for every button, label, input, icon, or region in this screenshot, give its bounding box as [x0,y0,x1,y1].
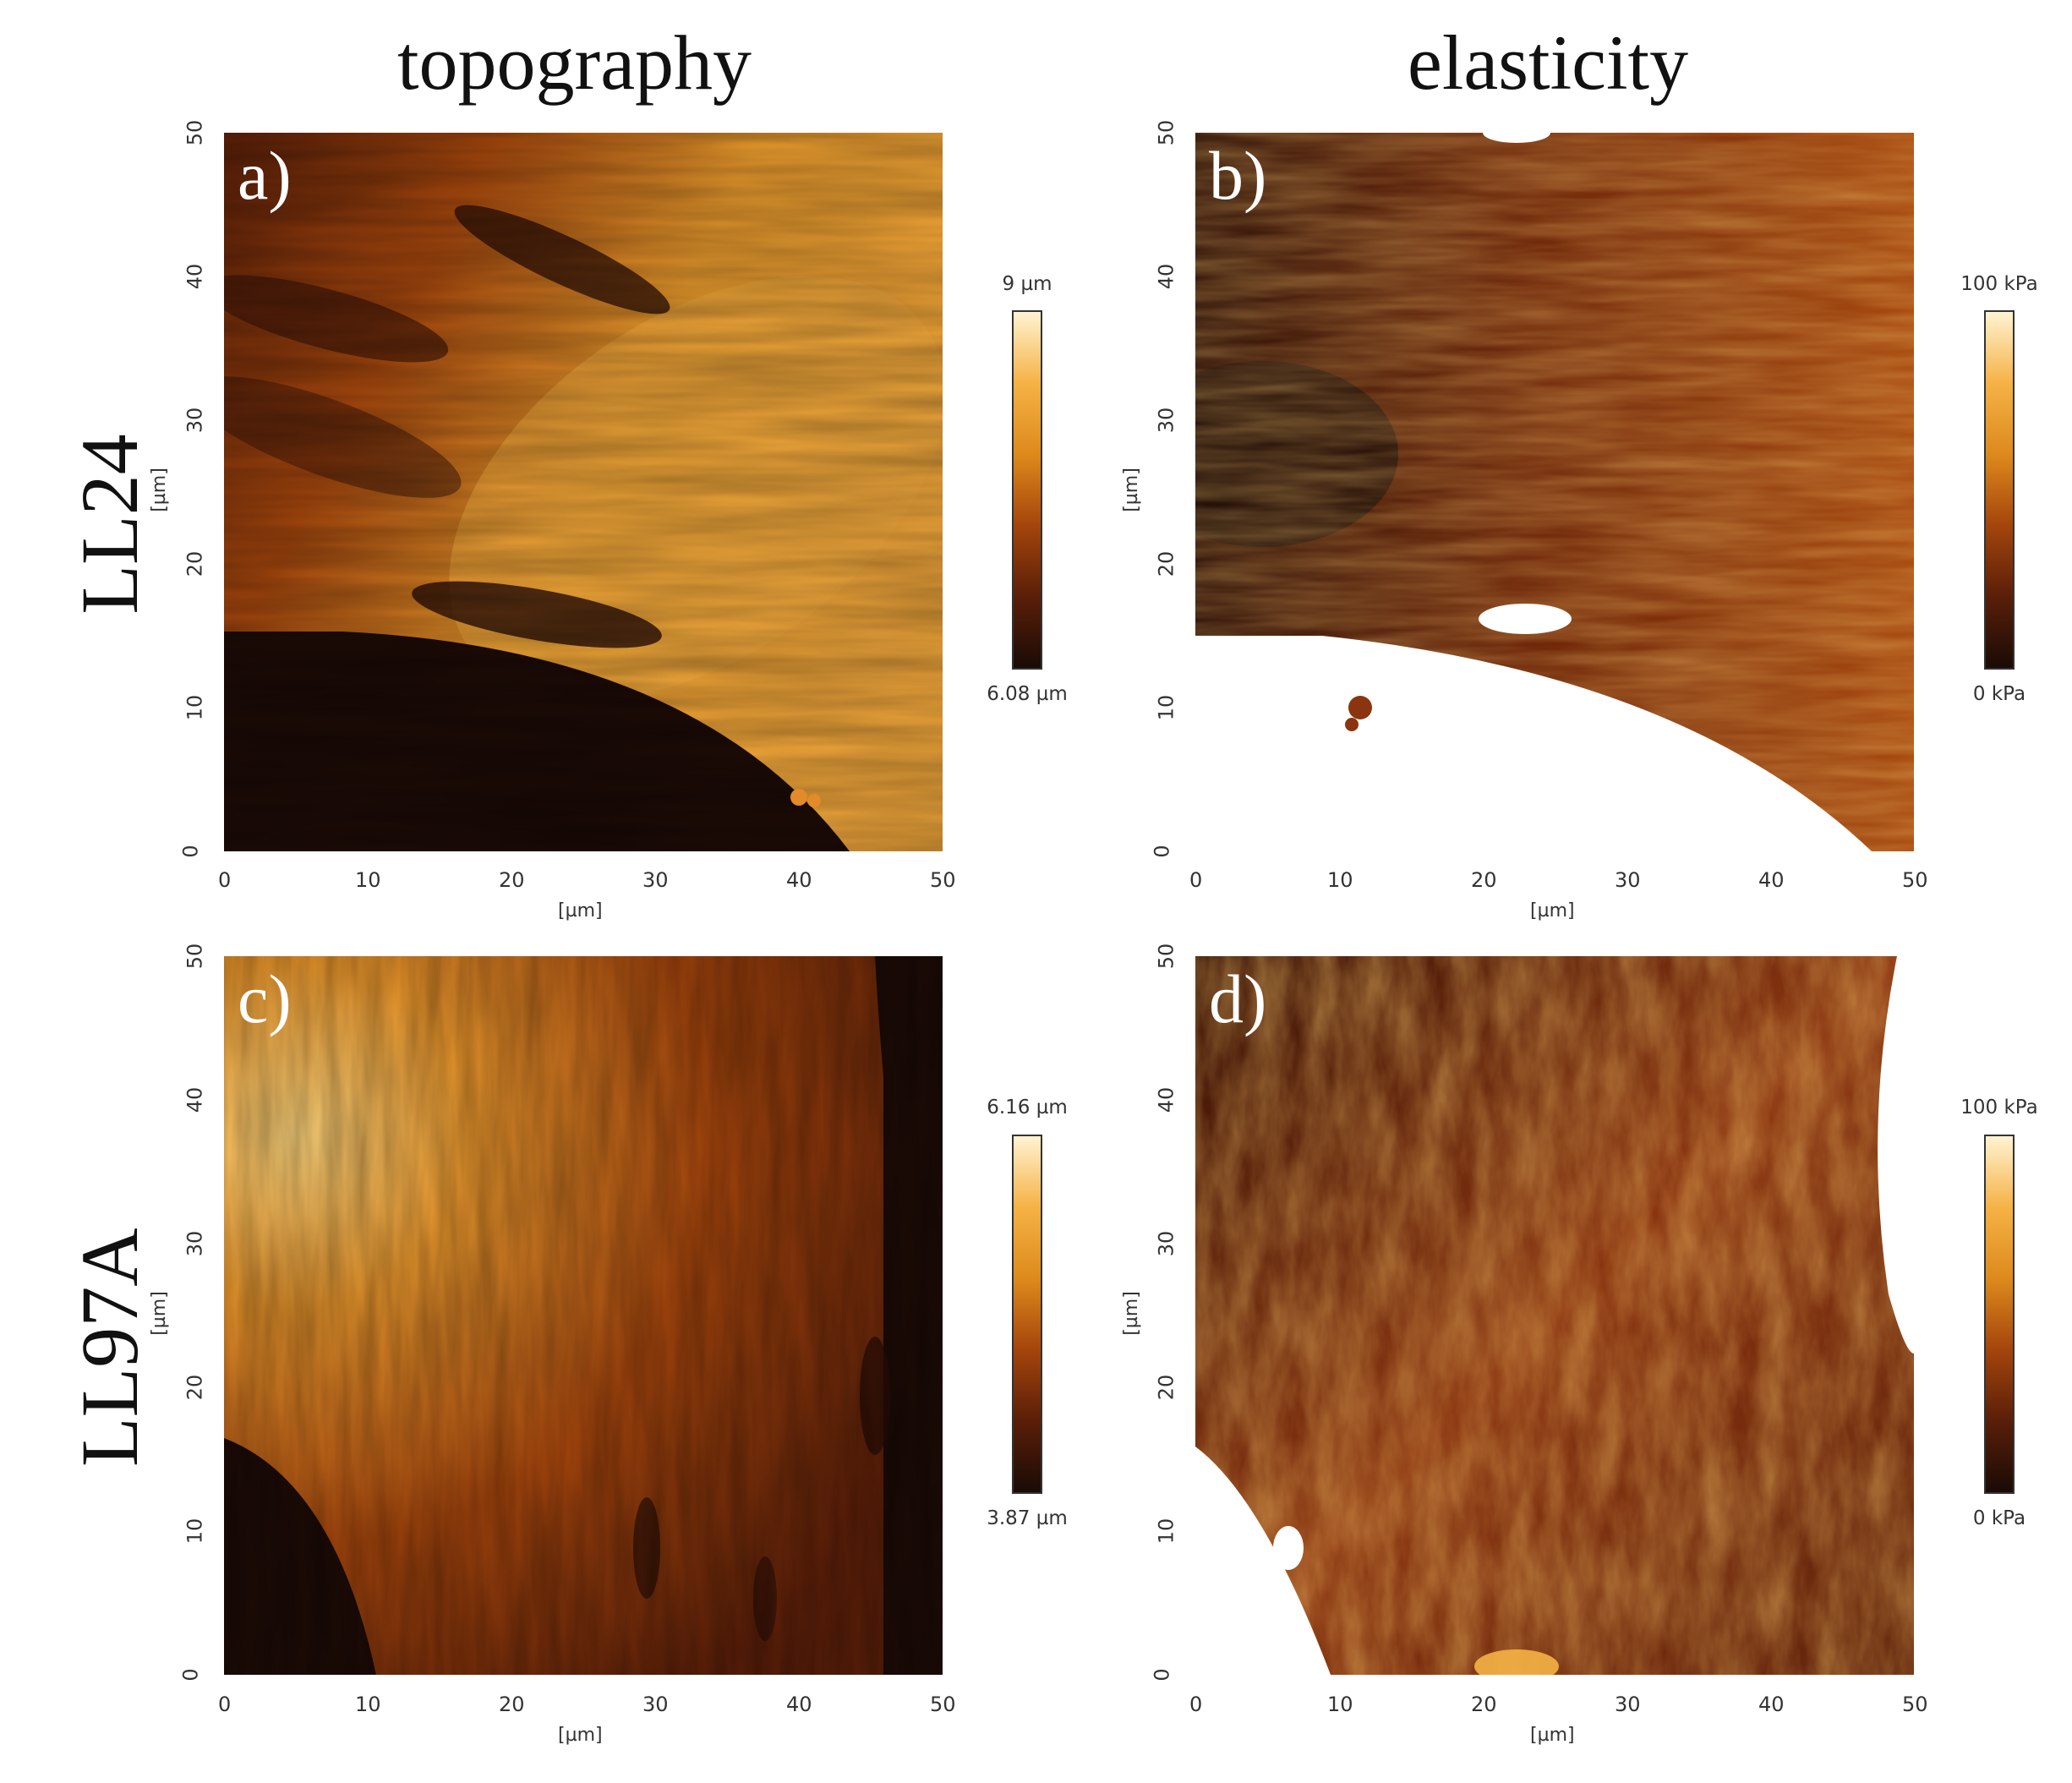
panel-b-elasticity-map: b) [1195,133,1914,851]
y-tick-c-40: 40 [183,1086,207,1113]
panel-a-topography-map: a) [224,133,943,851]
x-tick-c-10: 10 [355,1693,381,1716]
x-tick-c-0: 0 [218,1693,232,1716]
x-unit-c: [µm] [558,1725,603,1746]
x-tick-c-30: 30 [642,1693,669,1716]
y-tick-d-50: 50 [1154,943,1178,970]
y-tick-a-20: 20 [183,550,207,577]
heatmap-a [224,133,943,851]
x-tick-d-20: 20 [1471,1693,1497,1716]
y-tick-b-50: 50 [1154,119,1178,146]
colorbar-a-min-label: 6.08 µm [987,683,1068,705]
heatmap-b [1195,133,1914,851]
y-unit-d: [µm] [1120,1291,1142,1336]
y-tick-a-50: 50 [183,119,207,146]
y-tick-b-40: 40 [1154,263,1178,290]
y-tick-d-0: 0 [1150,1668,1174,1682]
y-tick-a-10: 10 [183,694,207,721]
row-title-ll24: LL24 [64,434,155,615]
x-tick-a-10: 10 [355,868,381,892]
row-title-ll97a: LL97A [64,1228,155,1467]
x-unit-a: [µm] [558,900,603,922]
x-tick-c-40: 40 [786,1693,812,1716]
x-tick-d-10: 10 [1327,1693,1353,1716]
x-tick-d-30: 30 [1615,1693,1641,1716]
colorbar-b-max-label: 100 kPa [1960,273,2038,295]
colorbar-d-max-label: 100 kPa [1960,1097,2038,1118]
panel-label-d: d) [1209,960,1267,1037]
colorbar-d [1984,1135,2015,1494]
heatmap-c [224,956,943,1675]
panel-d-elasticity-map: d) [1195,956,1914,1675]
x-tick-c-20: 20 [499,1693,525,1716]
column-title-elasticity: elasticity [1408,19,1689,106]
x-tick-b-40: 40 [1758,868,1785,892]
y-tick-c-20: 20 [183,1374,207,1401]
y-tick-b-20: 20 [1154,550,1178,577]
panel-c-topography-map: c) [224,956,943,1675]
y-tick-c-0: 0 [178,1668,203,1682]
y-tick-d-10: 10 [1154,1518,1178,1545]
y-unit-c: [µm] [148,1291,170,1336]
x-tick-a-20: 20 [499,868,525,892]
y-tick-a-0: 0 [178,845,203,858]
x-tick-d-50: 50 [1902,1693,1928,1716]
y-tick-a-40: 40 [183,263,207,290]
colorbar-c [1012,1135,1042,1494]
y-tick-a-30: 30 [183,407,207,434]
x-unit-b: [µm] [1530,900,1575,922]
x-tick-b-50: 50 [1902,868,1928,892]
y-tick-b-30: 30 [1154,407,1178,434]
y-tick-d-30: 30 [1154,1230,1178,1257]
heatmap-d [1195,956,1914,1675]
panel-label-b: b) [1209,137,1267,214]
y-tick-c-10: 10 [183,1518,207,1545]
y-unit-b: [µm] [1120,468,1142,512]
colorbar-b [1984,310,2015,670]
x-tick-c-50: 50 [930,1693,956,1716]
panel-label-a: a) [238,137,292,214]
x-tick-a-40: 40 [786,868,812,892]
colorbar-d-min-label: 0 kPa [1972,1507,2026,1529]
x-tick-a-30: 30 [642,868,669,892]
x-tick-b-20: 20 [1471,868,1497,892]
x-tick-b-30: 30 [1615,868,1641,892]
y-tick-c-50: 50 [183,943,207,970]
y-tick-d-40: 40 [1154,1086,1178,1113]
y-tick-b-0: 0 [1150,845,1174,858]
colorbar-c-min-label: 3.87 µm [987,1507,1068,1529]
x-tick-d-40: 40 [1758,1693,1785,1716]
x-tick-a-50: 50 [930,868,956,892]
colorbar-c-max-label: 6.16 µm [987,1097,1068,1118]
colorbar-a-max-label: 9 µm [1002,273,1052,295]
y-tick-b-10: 10 [1154,694,1178,721]
x-tick-b-10: 10 [1327,868,1353,892]
x-tick-a-0: 0 [218,868,232,892]
colorbar-a [1012,310,1042,670]
panel-label-c: c) [238,960,292,1037]
column-title-topography: topography [397,19,752,106]
y-tick-d-20: 20 [1154,1374,1178,1401]
x-unit-d: [µm] [1530,1725,1575,1746]
colorbar-b-min-label: 0 kPa [1972,683,2026,705]
x-tick-b-0: 0 [1189,868,1203,892]
x-tick-d-0: 0 [1189,1693,1203,1716]
y-unit-a: [µm] [148,468,170,512]
y-tick-c-30: 30 [183,1230,207,1257]
